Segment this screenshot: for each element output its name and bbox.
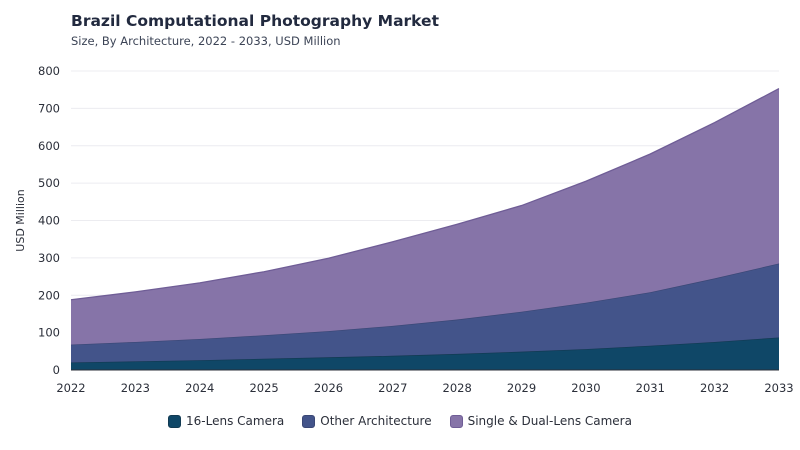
legend-item-other-architecture[interactable]: Other Architecture (302, 414, 432, 428)
x-tick-label: 2025 (249, 381, 278, 395)
chart-title: Brazil Computational Photography Market (71, 12, 439, 30)
x-tick-label: 2026 (314, 381, 343, 395)
y-tick-label: 700 (38, 101, 60, 115)
area-1 (71, 263, 779, 363)
chart-subtitle: Size, By Architecture, 2022 - 2033, USD … (71, 34, 341, 48)
area-0 (71, 337, 779, 370)
x-tick-label: 2033 (764, 381, 793, 395)
x-tick-label: 2023 (121, 381, 150, 395)
y-tick-label: 100 (38, 326, 60, 340)
y-axis-label: USD Million (14, 189, 27, 251)
y-tick-label: 0 (53, 363, 60, 377)
series-line-2 (70, 87, 780, 301)
y-tick-label: 200 (38, 288, 60, 302)
y-tick-label: 500 (38, 176, 60, 190)
x-tick-label: 2022 (56, 381, 85, 395)
chart-legend: 16-Lens Camera Other Architecture Single… (0, 414, 800, 428)
y-tick-label: 600 (38, 139, 60, 153)
x-tick-label: 2030 (571, 381, 600, 395)
legend-label: Other Architecture (320, 414, 432, 428)
x-tick-label: 2032 (700, 381, 729, 395)
x-tick-label: 2027 (378, 381, 407, 395)
x-tick-label: 2031 (636, 381, 665, 395)
legend-swatch (168, 414, 182, 428)
legend-label: Single & Dual-Lens Camera (467, 414, 632, 428)
x-tick-label: 2028 (443, 381, 472, 395)
x-tick-label: 2029 (507, 381, 536, 395)
legend-item-single-dual-lens[interactable]: Single & Dual-Lens Camera (449, 414, 632, 428)
y-tick-label: 400 (38, 214, 60, 228)
area-2 (71, 88, 779, 345)
legend-item-16-lens[interactable]: 16-Lens Camera (168, 414, 284, 428)
legend-label: 16-Lens Camera (186, 414, 285, 428)
legend-swatch (302, 414, 316, 428)
y-tick-label: 800 (38, 64, 60, 78)
y-tick-label: 300 (38, 251, 60, 265)
x-tick-label: 2024 (185, 381, 214, 395)
legend-swatch (449, 414, 463, 428)
